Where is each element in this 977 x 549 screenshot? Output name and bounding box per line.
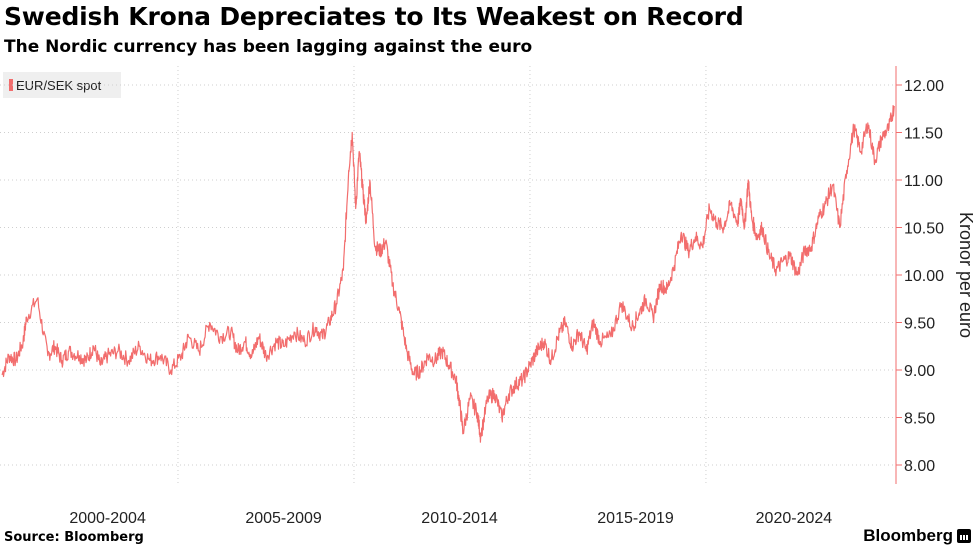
chart-title: Swedish Krona Depreciates to Its Weakest… — [4, 2, 744, 31]
x-tick-label: 2010-2014 — [421, 510, 498, 527]
x-tick-label: 2015-2019 — [597, 510, 674, 527]
x-axis-ticks: 2000-2004 2005-2009 2010-2014 2015-2019 2020… — [69, 510, 832, 527]
y-axis-label: Kronor per euro — [956, 212, 976, 338]
bloomberg-chart-icon — [957, 529, 971, 543]
y-tick-label: 9.50 — [904, 316, 935, 333]
x-tick-label: 2020-2024 — [756, 510, 833, 527]
y-tick-label: 8.50 — [904, 411, 935, 428]
y-axis-ticks: 8.00 8.50 9.00 9.50 10.00 10.50 11.00 11.50 12.0… — [896, 78, 944, 475]
x-tick-label: 2000-2004 — [69, 510, 146, 527]
y-tick-label: 10.50 — [904, 221, 944, 238]
x-gridlines — [177, 66, 707, 484]
chart-subtitle: The Nordic currency has been lagging aga… — [4, 37, 533, 57]
brand-name: Bloomberg — [863, 526, 953, 545]
legend-swatch — [9, 79, 13, 91]
series-line-eur-sek — [1, 105, 895, 443]
y-tick-label: 8.00 — [904, 458, 935, 475]
y-tick-label: 10.00 — [904, 268, 944, 285]
y-tick-label: 11.00 — [904, 173, 943, 190]
x-tick-label: 2005-2009 — [245, 510, 322, 527]
y-gridlines — [0, 84, 896, 466]
bloomberg-logo: Bloomberg — [863, 526, 971, 546]
y-tick-label: 12.00 — [904, 78, 944, 95]
y-tick-label: 9.00 — [904, 363, 935, 380]
legend-label: EUR/SEK spot — [16, 77, 102, 93]
source-note: Source: Bloomberg — [4, 530, 144, 545]
y-tick-label: 11.50 — [904, 126, 943, 143]
legend: EUR/SEK spot — [3, 72, 121, 98]
